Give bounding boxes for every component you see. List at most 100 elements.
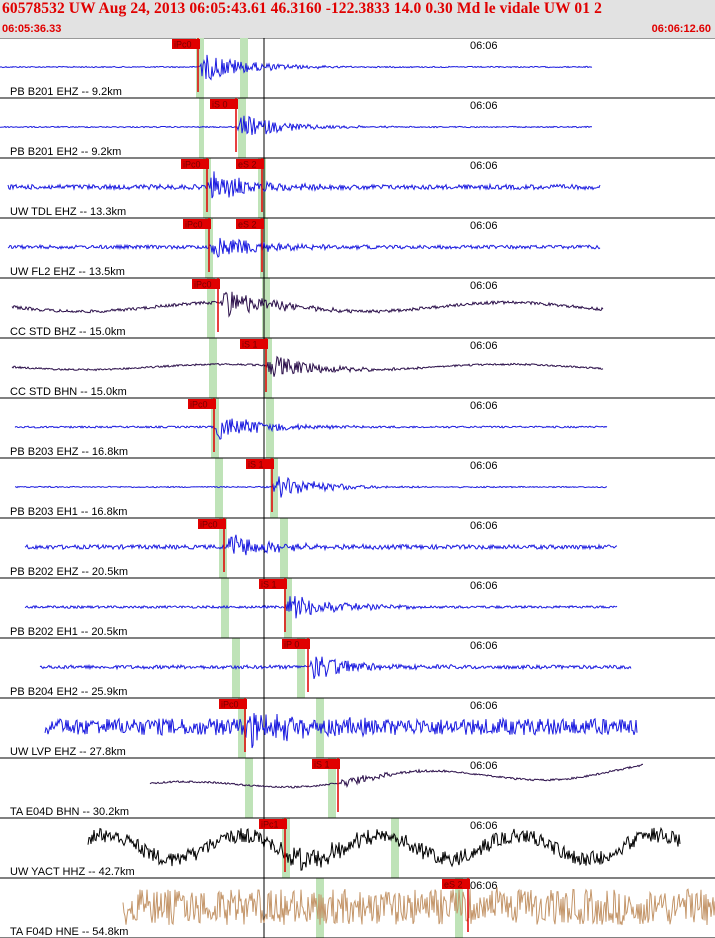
tick-label: 06:06 [470,280,498,292]
pick-window-band [245,758,253,818]
pick-label: iPc0 [194,280,212,290]
window-start-time: 06:05:36.33 [2,23,62,35]
pick-flag [181,159,209,169]
waveform-trace [11,355,604,377]
pick-flag [259,819,287,829]
pick-label: iP 0 [284,640,299,650]
waveform-trace [14,476,608,498]
pick-flag [183,219,211,229]
tick-label: 06:06 [470,400,498,412]
pick-flag [312,759,340,769]
station-label: TA F04D HNE -- 54.8km [10,926,128,938]
pick-window-band [297,638,305,698]
pick-flag [210,99,238,109]
pick-label: iS 1 [242,340,258,350]
waveform-trace [24,534,618,556]
pick-label: iPc0 [221,700,239,710]
station-label: TA E04D BHN -- 30.2km [10,806,129,818]
pick-window-band [391,818,399,878]
pick-flag [259,579,287,589]
pick-flag [188,399,216,409]
pick-window-band [264,338,272,398]
pick-label: iPc1 [261,820,279,830]
pick-window-band [209,338,217,398]
pick-window-band [266,398,274,458]
pick-flag [442,879,470,889]
pick-flag [236,159,264,169]
tick-label: 06:06 [470,640,498,652]
pick-label: iS 1 [314,760,330,770]
tick-label: 06:06 [470,160,498,172]
pick-label: iPc0 [200,520,218,530]
pick-window-band [270,458,278,518]
station-label: CC STD BHZ -- 15.0km [10,326,126,338]
pick-label: iPc0 [183,160,201,170]
waveform-trace [87,826,681,871]
pick-label: eS 2 [238,160,257,170]
station-label: PB B201 EHZ -- 9.2km [10,86,122,98]
tick-label: 06:06 [470,700,498,712]
waveform-trace [24,596,618,619]
pick-flag [192,279,220,289]
tick-label: 06:06 [470,880,498,892]
station-label: UW FL2 EHZ -- 13.5km [10,266,125,278]
waveform-trace [14,418,608,440]
waveform-trace [11,291,604,318]
pick-flag [236,219,264,229]
pick-label: iS 1 [261,580,277,590]
pick-window-band [196,38,204,98]
waveform-trace [39,656,632,680]
tick-label: 06:06 [470,520,498,532]
pick-label: eS 2 [238,220,257,230]
station-label: UW LVP EHZ -- 27.8km [10,746,126,758]
pick-flag [172,39,200,49]
pick-window-band [199,98,204,158]
pick-window-band [328,758,336,818]
pick-window-band [282,818,290,878]
pick-window-band [207,278,215,338]
tick-label: 06:06 [470,760,498,772]
station-label: UW YACT HHZ -- 42.7km [10,866,135,878]
station-label: PB B202 EHZ -- 20.5km [10,566,128,578]
pick-window-band [240,38,248,98]
station-label: PB B203 EHZ -- 16.8km [10,446,128,458]
tick-label: 06:06 [470,40,498,52]
tick-label: 06:06 [470,220,498,232]
station-label: PB B203 EH1 -- 16.8km [10,506,127,518]
station-label: CC STD BHN -- 15.0km [10,386,127,398]
pick-window-band [455,878,463,938]
waveform-trace [7,171,601,199]
pick-window-band [262,278,270,338]
pick-window-band [219,518,227,578]
pick-window-band [238,698,246,758]
window-end-time: 06:06:12.60 [651,23,711,35]
station-label: PB B201 EH2 -- 9.2km [10,146,121,158]
pick-flag [282,639,310,649]
pick-label: iS 1 [248,460,264,470]
station-label: UW TDL EHZ -- 13.3km [10,206,126,218]
pick-window-band [316,878,324,938]
event-header: 60578532 UW Aug 24, 2013 06:05:43.61 46.… [0,0,715,39]
pick-flag [240,339,268,349]
pick-label: iPc0 [190,400,208,410]
station-label: PB B202 EH1 -- 20.5km [10,626,127,638]
pick-flag [246,459,274,469]
pick-label: iS 0 [212,100,228,110]
pick-window-band [284,578,292,638]
waveform-trace [0,54,593,81]
pick-window-band [221,578,229,638]
event-title: 60578532 UW Aug 24, 2013 06:05:43.61 46.… [2,0,602,17]
waveform-trace [44,713,638,749]
station-label: PB B204 EH2 -- 25.9km [10,686,127,698]
waveform-trace [122,887,715,926]
tick-label: 06:06 [470,820,498,832]
pick-label: eS 2 [444,880,463,890]
pick-flag [198,519,226,529]
waveform-trace [0,115,593,135]
tick-label: 06:06 [470,100,498,112]
waveform-trace [149,763,644,789]
pick-label: iPc0 [185,220,203,230]
waveform-trace [7,237,601,258]
pick-flag [219,699,247,709]
